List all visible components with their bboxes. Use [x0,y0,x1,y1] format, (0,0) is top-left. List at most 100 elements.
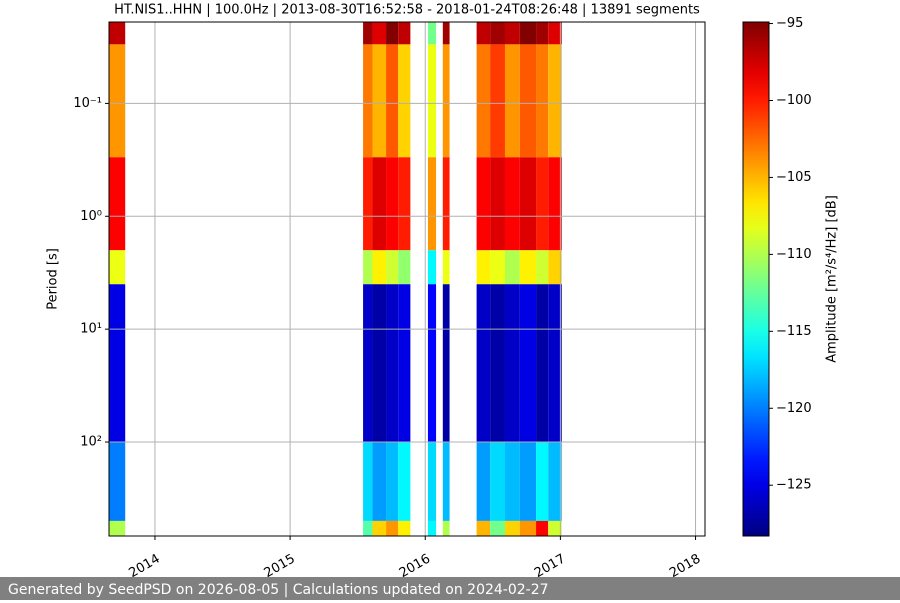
cell [372,284,387,443]
cell [398,442,411,521]
colorbar-label: Amplitude [m²/s⁴/Hz] [dB] [825,195,840,363]
cell [109,157,126,251]
cell [548,250,562,285]
cell [476,44,491,158]
colorbar-tick-label: −110 [776,247,812,262]
cell [427,442,437,521]
cell [504,520,520,536]
cell [363,44,373,158]
cell [363,520,373,536]
cell [109,284,126,443]
cell [442,284,450,443]
cell [536,284,549,443]
x-tick-label: 2017 [532,552,568,577]
cell [519,284,537,443]
colorbar [742,21,770,537]
y-tick-label: 10² [80,435,102,450]
cell [548,520,562,536]
footer: Generated by SeedPSD on 2026-08-05 | Cal… [0,577,900,600]
cell [490,22,505,45]
cell [519,250,537,285]
x-tick-label: 2018 [667,552,703,577]
cell [504,22,520,45]
cell [109,250,126,285]
cell [398,44,411,158]
cell [536,442,549,521]
cell [442,157,450,251]
colorbar-tick-label: −105 [776,170,812,185]
cell [536,520,549,536]
cell [372,44,387,158]
cell [398,157,411,251]
cell [386,44,399,158]
cell [476,442,491,521]
cell [504,442,520,521]
cell [504,157,520,251]
cell [548,22,562,45]
cell [398,250,411,285]
cell [427,284,437,443]
cell [490,157,505,251]
cell [519,157,537,251]
cell [398,520,411,536]
y-tick-label: 10⁻¹ [73,96,102,111]
colorbar-tick-label: −125 [776,478,812,493]
cell [536,22,549,45]
cell [519,520,537,536]
cell [442,442,450,521]
cell [363,22,373,45]
cell [363,250,373,285]
cell [519,442,537,521]
cell [386,520,399,536]
cell [363,157,373,251]
cells [109,22,562,536]
cell [109,22,126,45]
axes: 2014 2015 2016 2017 2018 10⁻¹ 10⁰ 10¹ 10² −95 −100… [73,16,812,581]
cell [427,157,437,251]
y-tick-label: 10⁰ [80,209,102,224]
cell [427,520,437,536]
cell [363,284,373,443]
cell [386,22,399,45]
chart-title: HT.NIS1..HHN | 100.0Hz | 2013-08-30T16:5… [114,3,700,18]
cell [372,250,387,285]
cell [476,157,491,251]
cell [490,44,505,158]
cell [427,250,437,285]
cell [442,44,450,158]
cell [490,520,505,536]
cell [548,284,562,443]
cell [442,22,450,45]
colorbar-tick-label: −95 [776,16,803,31]
cell [519,22,537,45]
cell [386,284,399,443]
colorbar-tick-label: −100 [776,93,812,108]
cell [386,442,399,521]
colorbar-tick-label: −115 [776,324,812,339]
cell [519,44,537,158]
cell [504,284,520,443]
cell [386,250,399,285]
cell [476,22,491,45]
x-tick-label: 2014 [127,552,163,577]
cell [442,520,450,536]
x-tick-label: 2015 [262,552,298,577]
cell [427,44,437,158]
cell [372,520,387,536]
cell [442,250,450,285]
cell [490,284,505,443]
y-axis-label: Period [s] [46,248,61,310]
cell [504,250,520,285]
x-tick-label: 2016 [397,552,433,577]
cell [363,442,373,521]
chart: HT.NIS1..HHN | 100.0Hz | 2013-08-30T16:5… [46,3,840,582]
colorbar-tick-label: −120 [776,401,812,416]
cell [372,157,387,251]
cell [548,157,562,251]
cell [109,520,126,536]
cell [536,44,549,158]
y-tick-label: 10¹ [80,322,102,337]
cell [398,22,411,45]
cell [548,44,562,158]
cell [427,22,437,45]
